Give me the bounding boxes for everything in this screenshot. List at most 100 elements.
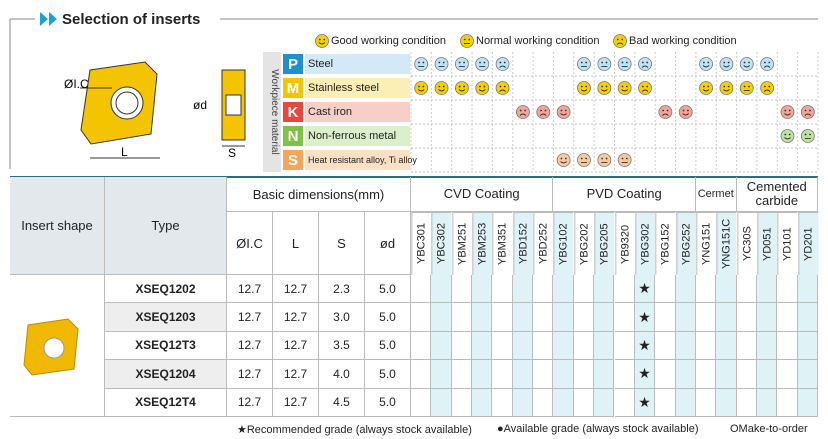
face [414,57,429,71]
grade-cell [553,360,574,389]
dim-cell: 12.7 [273,331,319,361]
grade-cell [756,388,778,417]
face [475,57,490,71]
eye [809,109,811,112]
footer-note: OMake-to-order [730,423,808,435]
eye [621,61,624,64]
condition-icon [739,81,754,95]
mouth [723,89,730,92]
face [617,57,632,71]
grade-cell [797,360,818,389]
mouth [702,89,710,92]
mouth [519,113,527,116]
grade-cell [756,331,778,361]
face [739,57,754,71]
insert-photo [23,318,79,376]
mouth [641,65,649,68]
eye [422,85,425,88]
face [577,81,591,95]
eye [768,85,771,88]
eye [318,38,321,41]
type-cell: XSEQ1204 [105,360,227,389]
condition-icon [638,81,652,95]
grade-cell [492,275,513,304]
eye [723,61,726,64]
grade-cell [533,331,554,361]
grade-header: YBG152 [655,212,676,275]
eye [519,109,522,112]
eye [646,61,649,64]
grade-cell [594,303,615,332]
header-cell: Basic dimensions(mm) [227,177,411,212]
face [434,81,449,95]
eye [804,109,807,112]
condition-icon [454,57,469,71]
eye [463,61,465,64]
face [719,57,734,71]
group-header: Cermet [695,177,737,212]
grade-header: YBG302 [634,212,656,275]
grade-header: YNG151 [695,212,717,275]
grade-cell [451,275,473,304]
dim-cell: 12.7 [273,388,319,417]
type-cell: XSEQ12T3 [105,331,227,361]
workpiece-band [263,52,281,172]
grade-header: YBG102 [553,212,574,275]
face [434,57,449,71]
mouth [601,89,608,92]
eye [560,109,563,112]
condition-icon [780,129,795,143]
dim-cell: 5.0 [365,331,411,361]
face [719,81,734,95]
grade-cell [614,275,635,304]
footer-note: ★Recommended grade (always stock availab… [237,423,472,436]
material-name: Heat resistant alloy, Ti alloy [305,150,417,170]
eye [483,85,486,88]
face [495,57,510,71]
eye [662,109,665,112]
grade-cell [655,303,676,332]
eye [788,133,791,136]
group-header: Cemented carbide [736,177,818,212]
face [454,57,469,71]
eye [768,61,771,64]
grade-cell [716,360,737,389]
grade-cell [411,275,432,304]
label-ic: ØI.C [64,77,89,91]
material-code: S [283,150,303,170]
face [617,153,632,167]
mouth [560,113,567,116]
grade-cell [675,303,696,332]
label-d: ød [193,98,207,112]
mouth [499,65,506,68]
eye [601,85,604,88]
grade-cell: ★ [634,303,656,332]
mouth [438,89,445,92]
condition-icon [577,81,591,95]
mouth [417,89,425,92]
eye [580,157,583,160]
eye [687,109,689,112]
eye [625,85,628,88]
grade-cell [492,303,513,332]
eye [422,61,425,64]
grade-cell [553,331,574,361]
face [536,105,551,119]
grade-cell [675,360,696,389]
eye [503,85,506,88]
grade-cell [533,388,554,417]
grade-cell [756,275,778,304]
condition-icon [800,129,815,143]
grade-cell [736,360,757,389]
eye [707,61,710,64]
condition-icon [678,105,693,119]
grade-cell [512,331,534,361]
eye [666,109,669,112]
face [800,129,815,143]
grade-cell [716,275,737,304]
legend-item: Normal working condition [476,35,600,47]
face [577,153,591,167]
grade-cell [716,388,737,417]
eye [438,61,441,64]
condition-icon [495,81,510,95]
